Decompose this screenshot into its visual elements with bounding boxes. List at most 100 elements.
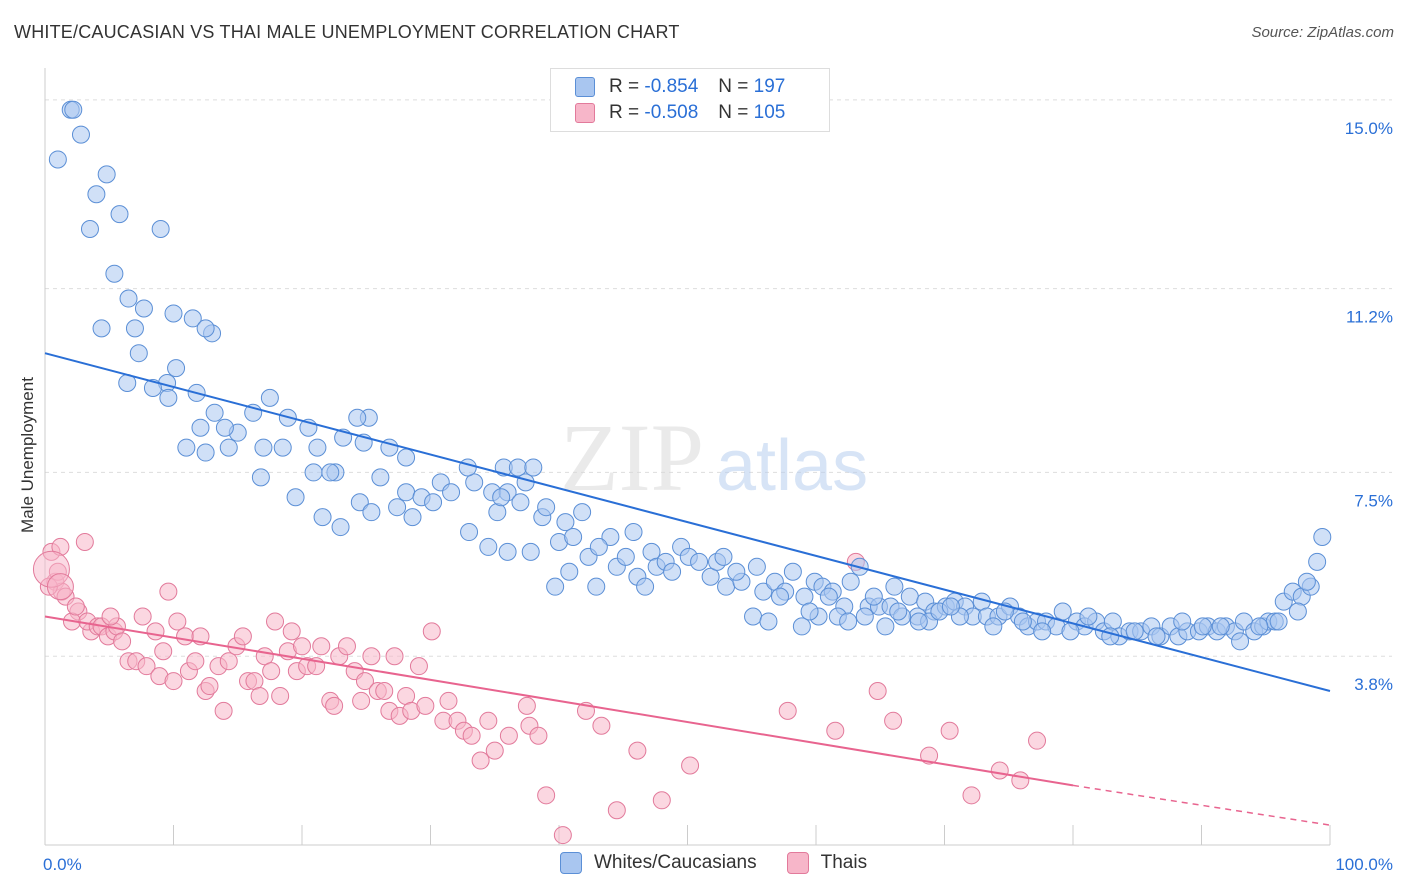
white-point: [521, 542, 540, 561]
white-point: [177, 438, 196, 457]
white-point: [556, 513, 575, 532]
thai-point: [200, 677, 219, 696]
white-point: [92, 319, 111, 338]
white-point: [524, 458, 543, 477]
white-point: [587, 577, 606, 596]
white-point: [465, 473, 484, 492]
white-point: [196, 443, 215, 462]
legend-r-label: R =: [609, 76, 640, 97]
white-point: [1013, 612, 1032, 631]
white-point: [1079, 607, 1098, 626]
thai-point: [154, 642, 173, 661]
white-point: [1313, 528, 1332, 546]
thai-point: [884, 711, 903, 730]
white-point: [498, 542, 517, 561]
white-point: [941, 597, 960, 616]
thai-point: [537, 786, 556, 805]
y-tick-label: 11.2%: [1346, 308, 1393, 327]
thai-point: [553, 826, 572, 845]
white-point: [110, 205, 129, 224]
trend-line-whites: [44, 352, 1331, 692]
thai-point: [517, 696, 536, 715]
white-point: [1173, 612, 1192, 631]
legend-r-label: R =: [609, 102, 640, 123]
thai-point: [375, 682, 394, 700]
white-point: [1308, 552, 1327, 571]
white-point: [1033, 622, 1052, 641]
thai-point: [233, 627, 252, 646]
legend-item-thais[interactable]: Thais: [786, 852, 868, 874]
white-point: [771, 587, 790, 606]
y-tick-label: 15.0%: [1345, 119, 1393, 138]
x-tick-labels: 0.0% 100.0%: [43, 855, 1393, 874]
white-point: [167, 359, 186, 378]
legend-swatch-whites: [560, 852, 582, 874]
thai-point: [325, 696, 344, 715]
thai-point: [826, 721, 845, 740]
legend-n-value: 105: [753, 102, 786, 123]
legend-swatch-thais: [575, 103, 595, 123]
white-point: [134, 299, 153, 318]
white-point: [516, 473, 535, 492]
thai-point: [652, 791, 671, 810]
white-point: [331, 518, 350, 537]
white-point: [546, 577, 565, 596]
legend-label-thais: Thais: [820, 852, 868, 873]
thai-point: [101, 607, 120, 626]
legend-item-whites[interactable]: Whites/Caucasians: [560, 852, 757, 874]
white-point: [273, 438, 292, 457]
thai-point: [282, 622, 301, 641]
thai-point: [75, 532, 94, 551]
legend-r-value: -0.854: [644, 76, 699, 97]
white-point: [105, 264, 124, 283]
thai-point: [137, 657, 156, 676]
thai-point: [312, 637, 331, 656]
white-point: [800, 602, 819, 621]
thai-point-cluster: [46, 573, 74, 601]
thai-point: [168, 612, 187, 631]
white-point: [1193, 617, 1212, 636]
white-point: [215, 418, 234, 437]
white-point: [984, 617, 1003, 636]
legend-n-value: 197: [753, 76, 786, 97]
thai-point: [485, 741, 504, 760]
white-point: [260, 388, 279, 407]
y-tick-labels: 3.8% 7.5% 11.2% 15.0%: [1345, 119, 1393, 694]
white-point: [159, 388, 178, 407]
legend-n-label: N =: [718, 76, 749, 97]
thai-point: [868, 682, 887, 700]
thai-point: [409, 657, 428, 676]
thai-point: [385, 647, 404, 666]
white-point: [488, 503, 507, 522]
white-point: [783, 562, 802, 581]
white-point: [841, 572, 860, 591]
thai-point: [164, 672, 183, 691]
thai-point: [471, 751, 490, 770]
white-point: [350, 493, 369, 512]
trend-line-thais: [44, 615, 1074, 787]
white-point: [616, 547, 635, 566]
y-tick-label: 7.5%: [1354, 491, 1393, 510]
white-point: [508, 458, 527, 477]
thai-point: [920, 746, 939, 765]
white-point: [388, 498, 407, 517]
white-point: [397, 448, 416, 467]
thai-point: [462, 726, 481, 745]
white-point: [97, 165, 116, 184]
thai-point: [159, 582, 178, 601]
white-point: [1101, 627, 1120, 646]
white-point: [1211, 617, 1230, 636]
legend-label-whites: Whites/Caucasians: [594, 852, 757, 873]
white-point: [636, 577, 655, 596]
white-point: [589, 537, 608, 556]
white-point: [1250, 617, 1269, 636]
white-point: [442, 483, 461, 502]
white-point: [727, 562, 746, 581]
thai-point: [362, 647, 381, 666]
white-point: [889, 602, 908, 621]
watermark: ZIP atlas: [560, 404, 868, 511]
white-point: [1061, 622, 1080, 641]
white-point: [125, 319, 144, 338]
thai-point: [778, 701, 797, 720]
